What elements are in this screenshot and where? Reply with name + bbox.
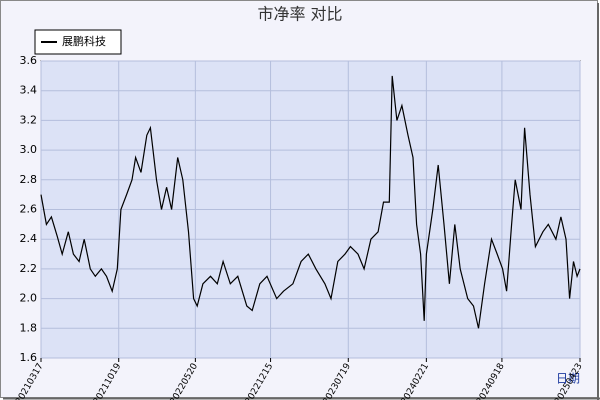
y-tick-label: 2.4 xyxy=(20,232,38,245)
line xyxy=(40,75,581,329)
y-tick-label: 2.8 xyxy=(20,173,38,186)
y-tick-label: 3.2 xyxy=(20,113,38,126)
y-tick-label: 2.2 xyxy=(20,262,38,275)
y-tick-label: 3.4 xyxy=(20,84,38,97)
legend-label: 展鹏科技 xyxy=(62,34,106,48)
y-tick-label: 3.0 xyxy=(20,143,38,156)
y-tick-label: 2.6 xyxy=(20,203,38,216)
x-axis-label: 日期 xyxy=(556,372,580,386)
y-tick-label: 2.0 xyxy=(20,292,38,305)
y-tick-label: 3.6 xyxy=(20,54,38,67)
y-tick-label: 1.6 xyxy=(20,351,38,364)
y-tick-label: 1.8 xyxy=(20,321,38,334)
chart-title: 市净率 对比 xyxy=(257,5,342,24)
